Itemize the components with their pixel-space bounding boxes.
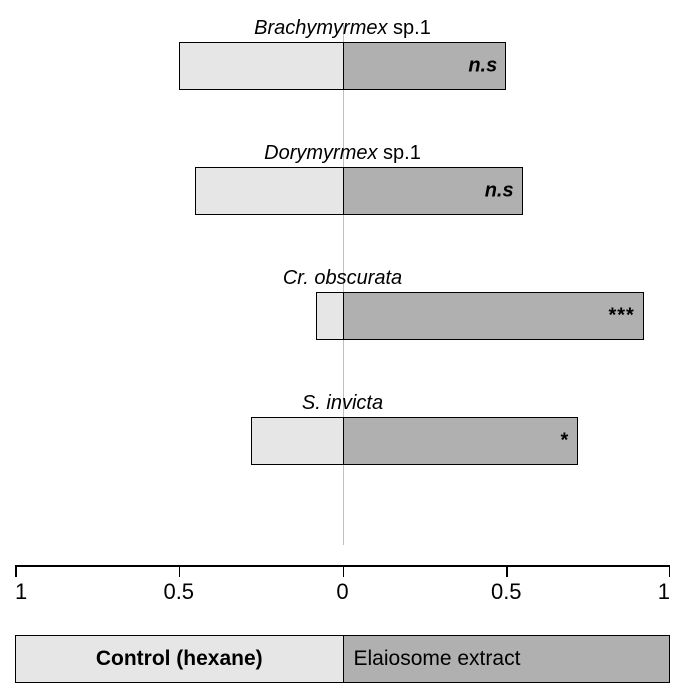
- x-axis: 1 0.5 0 0.5 1: [15, 565, 670, 605]
- bar-treatment: ***: [343, 292, 644, 340]
- bar-treatment: *: [343, 417, 579, 465]
- bar-label: S. invicta: [302, 392, 383, 415]
- bar-treatment: n.s: [343, 42, 507, 90]
- legend-control-label: Control (hexane): [96, 647, 263, 671]
- bar-label: Brachymyrmex sp.1: [254, 17, 431, 40]
- species-name-plain: sp.1: [388, 17, 431, 39]
- significance-label: *: [561, 430, 570, 453]
- axis-tick: [15, 565, 17, 577]
- tick-label: 1: [658, 579, 670, 605]
- bar-dorymyrmex: Dorymyrmex sp.1 n.s: [15, 167, 670, 215]
- tick-label: 0.5: [491, 579, 522, 605]
- legend-treatment: Elaiosome extract: [343, 635, 671, 683]
- axis-tick: [669, 565, 671, 577]
- axis-tick: [179, 565, 181, 577]
- legend-treatment-label: Elaiosome extract: [354, 647, 521, 671]
- significance-label: n.s: [485, 180, 514, 203]
- significance-label: ***: [608, 305, 634, 328]
- bar-label: Dorymyrmex sp.1: [264, 142, 421, 165]
- chart-area: Brachymyrmex sp.1 n.s Dorymyrmex sp.1 n.…: [15, 20, 670, 550]
- legend-control: Control (hexane): [15, 635, 343, 683]
- species-name-italic: Brachymyrmex: [254, 17, 387, 39]
- significance-label: n.s: [468, 55, 497, 78]
- axis-tick: [343, 565, 345, 577]
- bar-label: Cr. obscurata: [283, 267, 402, 290]
- legend: Control (hexane) Elaiosome extract: [15, 635, 670, 683]
- bar-s-invicta: S. invicta *: [15, 417, 670, 465]
- bar-control: [179, 42, 343, 90]
- species-name-italic: Cr. obscurata: [283, 267, 402, 289]
- tick-label: 1: [15, 579, 27, 605]
- species-name-italic: S. invicta: [302, 392, 383, 414]
- bar-control: [195, 167, 342, 215]
- bar-treatment: n.s: [343, 167, 523, 215]
- bar-control: [251, 417, 343, 465]
- bar-cr-obscurata: Cr. obscurata ***: [15, 292, 670, 340]
- species-name-italic: Dorymyrmex: [264, 142, 377, 164]
- axis-tick: [506, 565, 508, 577]
- tick-label: 0: [336, 579, 348, 605]
- bar-brachymyrmex: Brachymyrmex sp.1 n.s: [15, 42, 670, 90]
- bar-control: [316, 292, 342, 340]
- species-name-plain: sp.1: [377, 142, 420, 164]
- tick-label: 0.5: [163, 579, 194, 605]
